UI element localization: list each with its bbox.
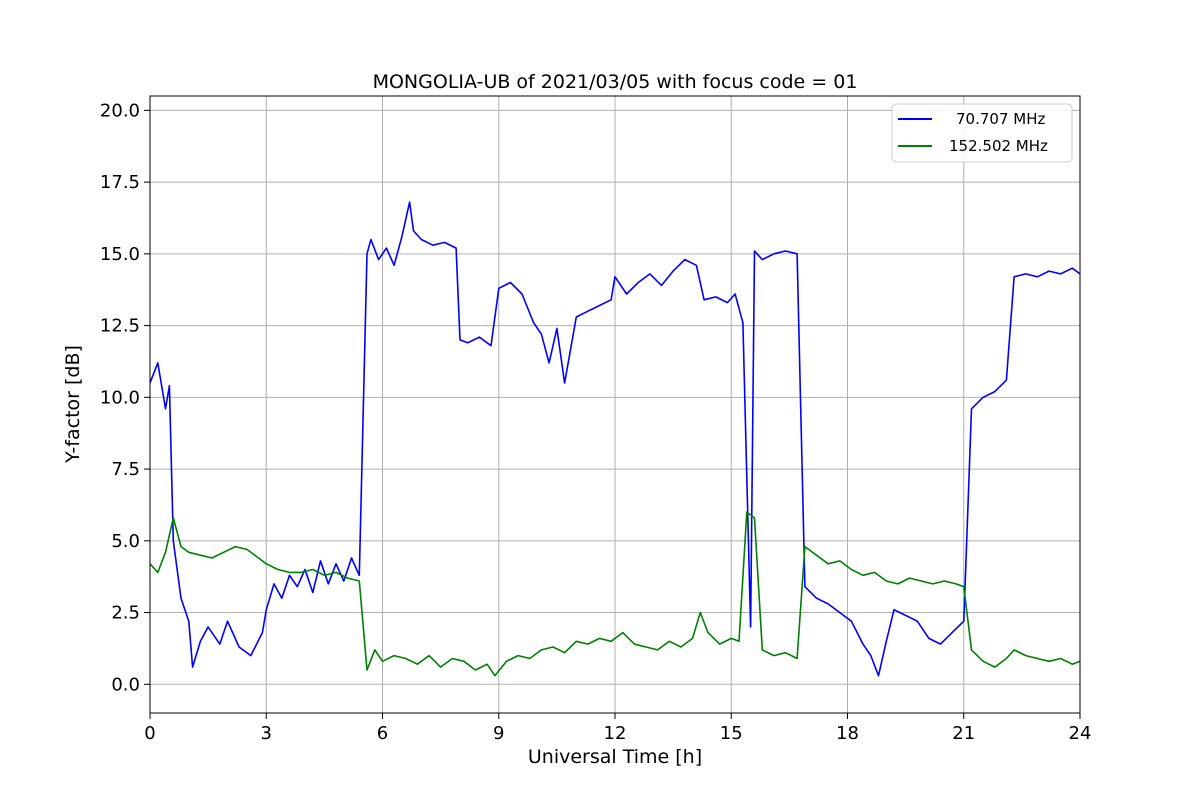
x-tick-label: 15 (720, 723, 743, 744)
y-axis-title: Y-factor [dB] (62, 345, 84, 464)
x-tick-label: 6 (377, 723, 388, 744)
y-tick-label: 20.0 (100, 100, 140, 121)
y-tick-label: 2.5 (111, 603, 140, 624)
grid (149, 96, 1081, 713)
x-tick-label: 24 (1069, 723, 1092, 744)
x-tick-label: 21 (952, 723, 975, 744)
x-axis: 0 3 6 9 12 15 18 21 24 (144, 713, 1091, 744)
series-line-152502 (150, 511, 1080, 677)
x-tick-label: 3 (261, 723, 272, 744)
y-tick-label: 12.5 (100, 316, 140, 337)
y-axis: 0.0 2.5 5.0 7.5 10.0 12.5 15.0 17.5 20.0 (100, 100, 150, 695)
x-tick-label: 12 (604, 723, 627, 744)
legend-label-70707: 70.707 MHz (956, 110, 1045, 128)
x-axis-title: Universal Time [h] (528, 746, 702, 768)
legend: 70.707 MHz 152.502 MHz (891, 103, 1073, 163)
y-tick-label: 7.5 (111, 459, 140, 480)
y-tick-label: 0.0 (111, 674, 140, 695)
legend-box (891, 103, 1073, 163)
y-tick-label: 17.5 (100, 172, 140, 193)
x-tick-label: 18 (836, 723, 859, 744)
y-tick-label: 10.0 (100, 387, 140, 408)
y-tick-label: 5.0 (111, 531, 140, 552)
legend-label-152502: 152.502 MHz (949, 137, 1048, 155)
x-tick-label: 0 (144, 723, 155, 744)
series-line-70707 (150, 201, 1080, 677)
x-tick-label: 9 (493, 723, 504, 744)
y-tick-label: 15.0 (100, 244, 140, 265)
chart-title: MONGOLIA-UB of 2021/03/05 with focus cod… (373, 71, 858, 93)
